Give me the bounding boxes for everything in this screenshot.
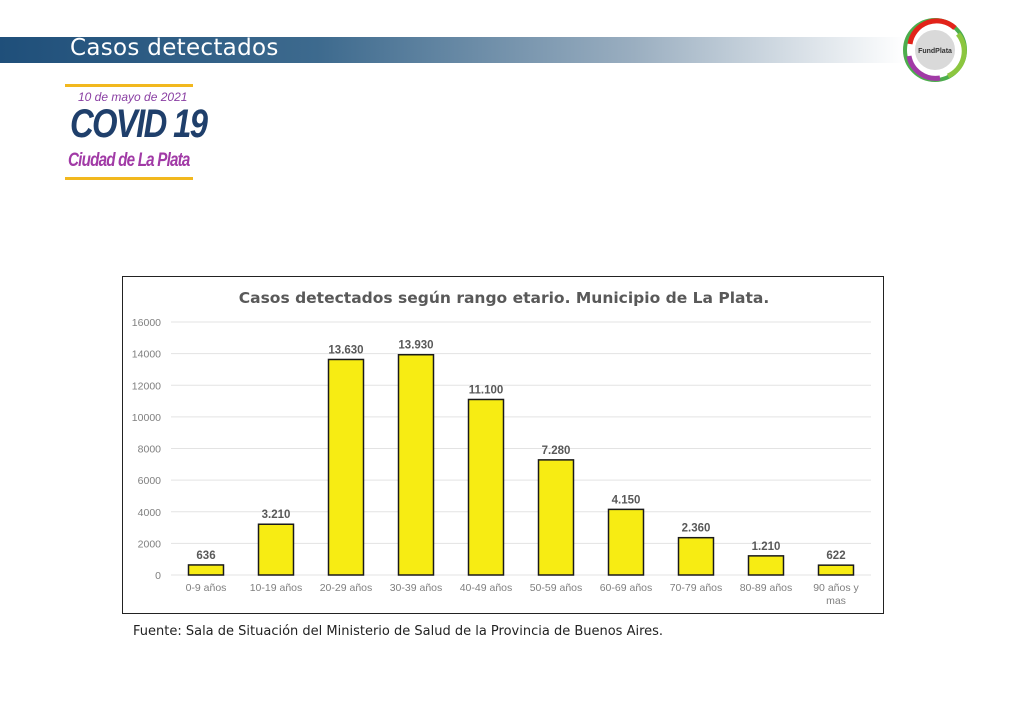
y-tick-label: 4000 [138,507,162,519]
brand-subtitle: Ciudad de La Plata [68,150,190,171]
page-title: Casos detectados [70,35,279,61]
data-label: 2.360 [682,523,711,535]
covid-brand: 10 de mayo de 2021 COVID 19 Ciudad de La… [60,82,210,187]
brand-date: 10 de mayo de 2021 [78,90,188,104]
bar [607,508,645,576]
bar [467,398,505,576]
x-tick-label: 80-89 años [740,582,793,594]
brand-top-line [65,84,193,87]
y-tick-label: 16000 [132,317,161,329]
y-tick-label: 8000 [138,444,162,456]
bar [677,536,715,576]
y-tick-label: 6000 [138,475,162,487]
x-tick-label: mas [826,595,846,607]
x-tick-label: 40-49 años [460,582,513,594]
bar [397,353,435,576]
data-label: 636 [196,550,215,562]
y-tick-label: 2000 [138,538,162,550]
bar [257,523,295,576]
data-label: 13.930 [398,340,433,352]
data-label: 4.150 [612,494,641,506]
brand-title: COVID 19 [70,102,208,146]
bar [817,564,855,576]
x-tick-label: 70-79 años [670,582,723,594]
x-tick-label: 30-39 años [390,582,443,594]
data-label: 3.210 [262,509,291,521]
y-tick-label: 0 [155,570,161,582]
chart-title: Casos detectados según rango etario. Mun… [239,289,770,307]
y-tick-label: 14000 [132,349,161,361]
x-tick-label: 20-29 años [320,582,373,594]
data-label: 7.280 [542,445,571,457]
brand-bottom-line [65,177,193,180]
x-tick-label: 10-19 años [250,582,303,594]
data-label: 13.630 [328,344,363,356]
header-banner [0,37,905,63]
logo-text: FundPlata [918,48,952,55]
data-label: 11.100 [469,384,504,396]
chart-svg: Casos detectados según rango etario. Mun… [132,289,871,607]
x-tick-label: 60-69 años [600,582,653,594]
x-tick-label: 50-59 años [530,582,583,594]
y-tick-label: 12000 [132,380,161,392]
bar [747,555,785,576]
data-label: 622 [826,550,845,562]
bar [187,564,225,576]
y-tick-label: 10000 [132,412,161,424]
bar [327,358,365,576]
x-tick-label: 90 años y [813,582,859,594]
data-label: 1.210 [752,541,781,553]
source-note: Fuente: Sala de Situación del Ministerio… [133,624,664,639]
bar [537,459,575,576]
age-range-bar-chart: Casos detectados según rango etario. Mun… [122,276,884,614]
x-tick-label: 0-9 años [186,582,227,594]
fundplata-logo: FundPlata [900,14,970,84]
